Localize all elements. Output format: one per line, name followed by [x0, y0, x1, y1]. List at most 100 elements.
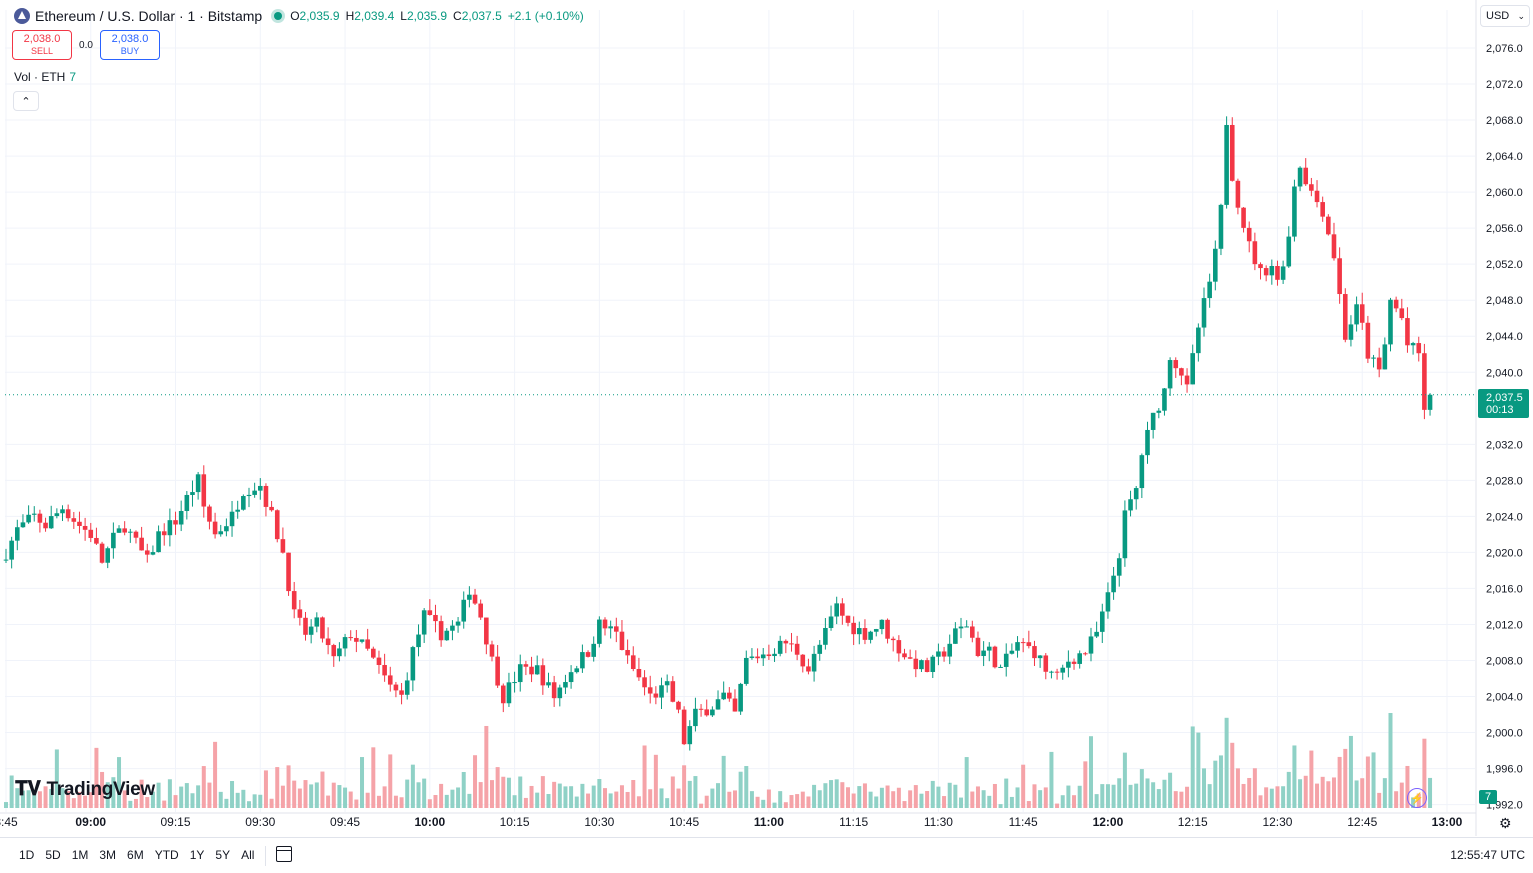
- candle-body: [715, 699, 721, 710]
- volume-bar: [721, 755, 726, 808]
- candle-body: [1196, 327, 1201, 354]
- candle-body: [885, 619, 890, 639]
- chevron-up-icon: ⌃: [21, 95, 31, 108]
- y-tick-label: 2,000.0: [1486, 728, 1523, 740]
- candle-body: [760, 654, 766, 659]
- utc-clock[interactable]: 12:55:47 UTC: [1450, 848, 1525, 862]
- volume-bar: [314, 782, 319, 808]
- volume-bar: [800, 791, 805, 808]
- x-tick-label: 10:45: [669, 815, 699, 829]
- volume-bar: [778, 791, 783, 808]
- currency-selector[interactable]: USD ⌄: [1480, 5, 1530, 27]
- candle-body: [534, 665, 540, 675]
- volume-bar: [77, 791, 82, 808]
- candle-body: [1365, 322, 1371, 359]
- volume-bar: [478, 782, 483, 808]
- volume-bar: [201, 766, 206, 808]
- volume-bar: [348, 791, 353, 808]
- buy-button[interactable]: 2,038.0 BUY: [100, 30, 160, 60]
- volume-bar: [37, 791, 42, 808]
- candle-body: [484, 617, 489, 645]
- candle-body: [438, 621, 444, 641]
- candle-body: [783, 640, 789, 644]
- range-5y[interactable]: 5Y: [215, 848, 231, 862]
- volume-bar: [540, 776, 545, 808]
- volume-bar: [20, 790, 25, 808]
- volume-bar: [1354, 780, 1359, 808]
- candle-body: [557, 687, 563, 699]
- volume-bar: [879, 787, 884, 808]
- candle-body: [1309, 184, 1314, 191]
- volume-tag: 7: [1479, 790, 1497, 804]
- candle-body: [9, 540, 14, 560]
- candle-body: [986, 646, 992, 651]
- candle-body: [546, 682, 551, 686]
- collapse-legend-button[interactable]: ⌃: [13, 91, 39, 111]
- y-tick-label: 2,068.0: [1486, 115, 1523, 127]
- candle-body: [693, 708, 698, 727]
- volume-legend[interactable]: Vol · ETH 7: [14, 70, 76, 84]
- range-6m[interactable]: 6M: [127, 848, 144, 862]
- candle-body: [755, 656, 760, 659]
- candle-body: [1116, 558, 1122, 576]
- candle-body: [1331, 234, 1337, 259]
- volume-bar: [546, 793, 551, 808]
- volume-bar: [343, 787, 348, 808]
- candle-body: [766, 654, 772, 657]
- candle-body: [1326, 216, 1331, 235]
- candle-body: [1337, 258, 1342, 295]
- candle-body: [1263, 268, 1269, 276]
- candle-body: [1241, 207, 1246, 228]
- candle-body: [913, 658, 919, 670]
- volume-bar: [297, 788, 302, 808]
- candle-body: [1184, 375, 1190, 385]
- bar-countdown: 00:13: [1486, 404, 1514, 416]
- volume-bar: [258, 794, 263, 808]
- currency-label: USD: [1486, 10, 1510, 22]
- range-all[interactable]: All: [241, 848, 255, 862]
- volume-bar: [1292, 745, 1297, 808]
- range-1m[interactable]: 1M: [71, 848, 89, 862]
- volume-bar: [326, 795, 331, 808]
- candle-body: [348, 637, 354, 639]
- assistant-icon[interactable]: ⚡: [1407, 788, 1427, 808]
- range-selector: 1D 5D 1M 3M 6M YTD 1Y 5Y All: [14, 848, 260, 862]
- candle-body: [1009, 650, 1015, 654]
- volume-bar: [495, 767, 500, 808]
- candle-body: [523, 664, 529, 667]
- volume-bar: [388, 754, 393, 808]
- symbol-title[interactable]: Ethereum / U.S. Dollar · 1 · Bitstamp: [35, 8, 263, 24]
- sell-button[interactable]: 2,038.0 SELL: [12, 30, 72, 60]
- candle-body: [1235, 180, 1241, 208]
- candle-body: [777, 640, 783, 654]
- range-5d[interactable]: 5D: [45, 848, 61, 862]
- range-ytd[interactable]: YTD: [154, 848, 179, 862]
- chart-header: Ethereum / U.S. Dollar · 1 · Bitstamp O2…: [14, 6, 584, 26]
- range-1d[interactable]: 1D: [19, 848, 35, 862]
- volume-bar: [1405, 765, 1410, 808]
- volume-bar: [1055, 803, 1060, 808]
- candle-body: [636, 668, 642, 678]
- range-1y[interactable]: 1Y: [189, 848, 205, 862]
- candle-body: [1179, 368, 1184, 376]
- candle-body: [585, 652, 591, 657]
- calendar-icon[interactable]: [276, 846, 292, 862]
- candle-body: [1150, 412, 1156, 430]
- settings-icon[interactable]: ⚙: [1499, 815, 1512, 831]
- volume-bar: [207, 782, 212, 808]
- volume-bar: [275, 767, 280, 808]
- candle-body: [144, 550, 150, 555]
- volume-bar: [1139, 769, 1144, 808]
- buy-label: BUY: [120, 46, 140, 56]
- volume-bar: [789, 795, 794, 808]
- volume-bar: [925, 791, 930, 808]
- range-3m[interactable]: 3M: [99, 848, 117, 862]
- candle-body: [246, 494, 252, 497]
- candle-body: [331, 645, 337, 657]
- tradingview-logo[interactable]: 𝐓𝐕 TradingView: [15, 778, 155, 801]
- candle-body: [1388, 299, 1393, 345]
- candle-body: [1054, 671, 1060, 673]
- candle-body: [749, 656, 755, 658]
- volume-bar: [1365, 756, 1370, 808]
